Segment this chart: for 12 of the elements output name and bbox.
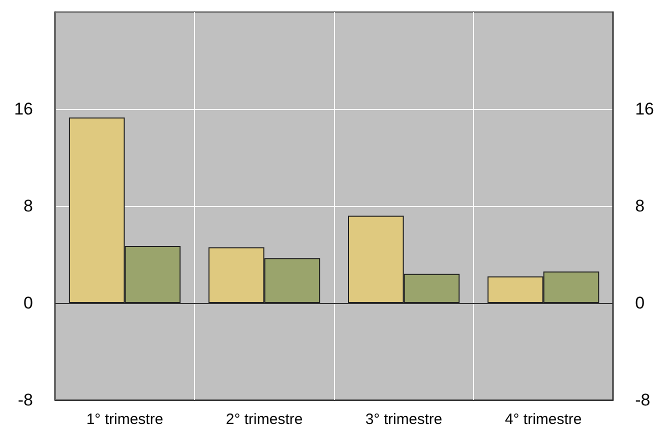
y2-tick-label: -8: [635, 390, 650, 410]
x-tick-label: 4° trimestre: [504, 411, 582, 428]
x-tick-label: 3° trimestre: [365, 411, 442, 428]
y2-tick-label: 8: [635, 196, 645, 216]
y-tick-label: -8: [18, 390, 33, 410]
y-tick-label: 0: [24, 294, 33, 312]
y-tick-label: 16: [14, 100, 33, 118]
y2-tick-label: 16: [635, 100, 654, 118]
x-tick-label: 1° trimestre: [86, 411, 164, 428]
y-tick-label: 8: [24, 196, 33, 216]
x-tick-label: 2° trimestre: [226, 411, 303, 428]
y2-tick-label: 0: [635, 294, 645, 312]
